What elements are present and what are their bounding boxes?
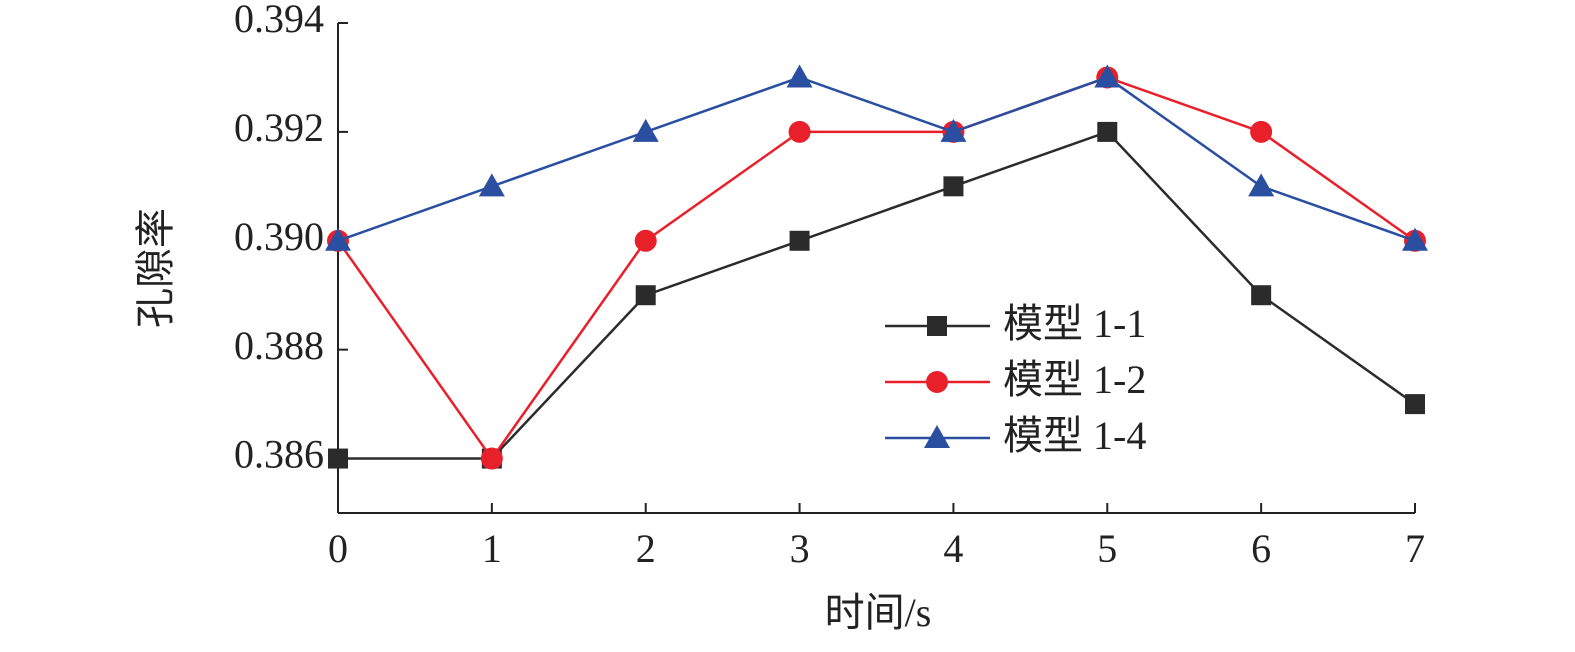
- marker: [940, 118, 967, 142]
- legend-label: 模型 1-1: [1003, 301, 1146, 346]
- marker: [632, 118, 659, 142]
- x-tick-label: 3: [790, 526, 810, 571]
- marker: [786, 64, 813, 88]
- marker: [635, 285, 656, 306]
- series-line: [338, 130, 1416, 460]
- x-axis-label: 时间/s: [825, 590, 932, 635]
- marker: [1094, 64, 1121, 88]
- marker: [943, 176, 964, 197]
- x-tick-label: 2: [636, 526, 656, 571]
- marker: [478, 173, 505, 197]
- marker: [1405, 394, 1425, 415]
- marker: [328, 448, 348, 469]
- marker: [1248, 173, 1275, 197]
- legend-label: 模型 1-4: [1003, 413, 1146, 458]
- marker: [927, 316, 947, 336]
- x-tick-label: 6: [1251, 526, 1271, 571]
- y-axis-label: 孔隙率: [133, 208, 178, 328]
- y-tick-label: 0.394: [234, 0, 324, 41]
- x-tick-label: 7: [1405, 526, 1425, 571]
- x-tick-label: 1: [482, 526, 502, 571]
- y-tick-label: 0.388: [234, 323, 324, 368]
- y-tick-label: 0.390: [234, 214, 324, 259]
- marker: [788, 120, 811, 143]
- marker: [1251, 285, 1272, 306]
- x-tick-label: 0: [328, 526, 348, 571]
- series-line: [336, 76, 1416, 461]
- marker: [924, 425, 950, 448]
- series-line: [337, 76, 1416, 242]
- marker: [325, 227, 351, 251]
- marker: [1097, 121, 1118, 142]
- marker: [1402, 227, 1428, 251]
- marker: [634, 229, 657, 252]
- marker: [1250, 120, 1273, 143]
- marker: [926, 371, 948, 393]
- marker: [480, 447, 503, 470]
- x-tick-label: 5: [1097, 526, 1117, 571]
- y-tick-label: 0.392: [234, 105, 324, 150]
- legend-label: 模型 1-2: [1003, 357, 1146, 402]
- marker: [789, 230, 810, 251]
- y-tick-label: 0.386: [234, 432, 324, 477]
- x-tick-label: 4: [943, 526, 963, 571]
